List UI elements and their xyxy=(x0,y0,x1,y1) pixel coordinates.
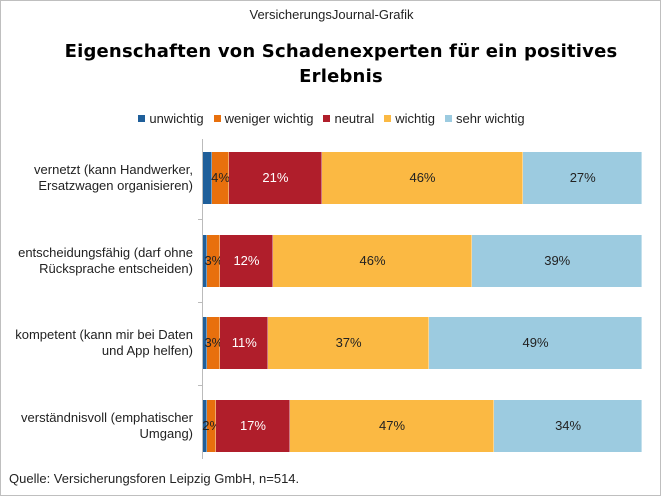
data-label: 34% xyxy=(555,418,582,433)
legend-label: wichtig xyxy=(395,111,435,126)
data-label: 27% xyxy=(569,170,596,185)
bar-segment xyxy=(216,400,290,452)
data-label: 39% xyxy=(544,253,571,268)
footer-source: Quelle: Versicherungsforen Leipzig GmbH,… xyxy=(9,471,300,486)
legend-item: neutral xyxy=(323,111,374,126)
axis-tick xyxy=(198,302,202,303)
bar-segment xyxy=(203,317,208,369)
bar-segment xyxy=(207,317,221,369)
bar-segment xyxy=(289,400,495,452)
data-label: 47% xyxy=(379,418,406,433)
legend: unwichtig weniger wichtig neutral wichtig se… xyxy=(1,111,660,126)
category-label: verständnisvoll (emphatischer Umgang) xyxy=(21,410,193,441)
y-axis-line xyxy=(202,139,203,459)
legend-label: sehr wichtig xyxy=(455,111,525,126)
bar-segment xyxy=(229,152,322,204)
data-label: 37% xyxy=(335,335,362,350)
category-label: entscheidungsfähig (darf ohne Rücksprach… xyxy=(18,245,193,276)
category-label: kompetent (kann mir bei Daten und App he… xyxy=(15,327,193,358)
bar-segment xyxy=(207,400,217,452)
legend-swatch xyxy=(323,115,331,122)
data-label: 4% xyxy=(211,170,230,185)
data-label: 46% xyxy=(409,170,436,185)
bar-segment xyxy=(207,235,221,287)
chart-title: Eigenschaften von Schadenexperten für ei… xyxy=(64,41,618,87)
data-label: 11% xyxy=(231,335,257,350)
data-label: 17% xyxy=(239,418,266,433)
data-label: 12% xyxy=(233,253,260,268)
data-label: 46% xyxy=(359,253,386,268)
bar-segment xyxy=(211,152,230,204)
axis-tick xyxy=(198,385,202,386)
legend-label: unwichtig xyxy=(149,111,204,126)
legend-item: unwichtig xyxy=(138,111,204,126)
bar-segment xyxy=(220,235,273,287)
bar-segment xyxy=(321,152,524,204)
legend-item: wichtig xyxy=(384,111,435,126)
data-label: 3% xyxy=(204,253,224,268)
bar-segment xyxy=(429,317,642,369)
bar-segment xyxy=(268,317,429,369)
legend-item: weniger wichtig xyxy=(213,111,314,126)
category-label: vernetzt (kann Handwerker, Ersatzwagen o… xyxy=(34,162,193,193)
legend-label: neutral xyxy=(334,111,375,126)
axis-tick xyxy=(198,219,202,220)
legend-swatch xyxy=(384,115,392,122)
bar-segment xyxy=(272,235,473,287)
bar-segment xyxy=(203,400,208,452)
legend-swatch xyxy=(213,115,221,122)
bar-segment xyxy=(523,152,642,204)
legend-swatch xyxy=(444,115,452,122)
bar-segment xyxy=(472,235,642,287)
bar-segment xyxy=(220,317,269,369)
data-label: 49% xyxy=(522,335,549,350)
data-label: 3% xyxy=(204,335,224,350)
legend-swatch xyxy=(138,115,146,122)
bar-segment xyxy=(203,235,208,287)
legend-item: sehr wichtig xyxy=(444,111,525,126)
source-header: VersicherungsJournal-Grafik xyxy=(249,7,414,22)
bar-segment xyxy=(494,400,642,452)
legend-label: weniger wichtig xyxy=(224,111,314,126)
bar-segment xyxy=(203,152,212,204)
data-label: 21% xyxy=(262,170,289,185)
